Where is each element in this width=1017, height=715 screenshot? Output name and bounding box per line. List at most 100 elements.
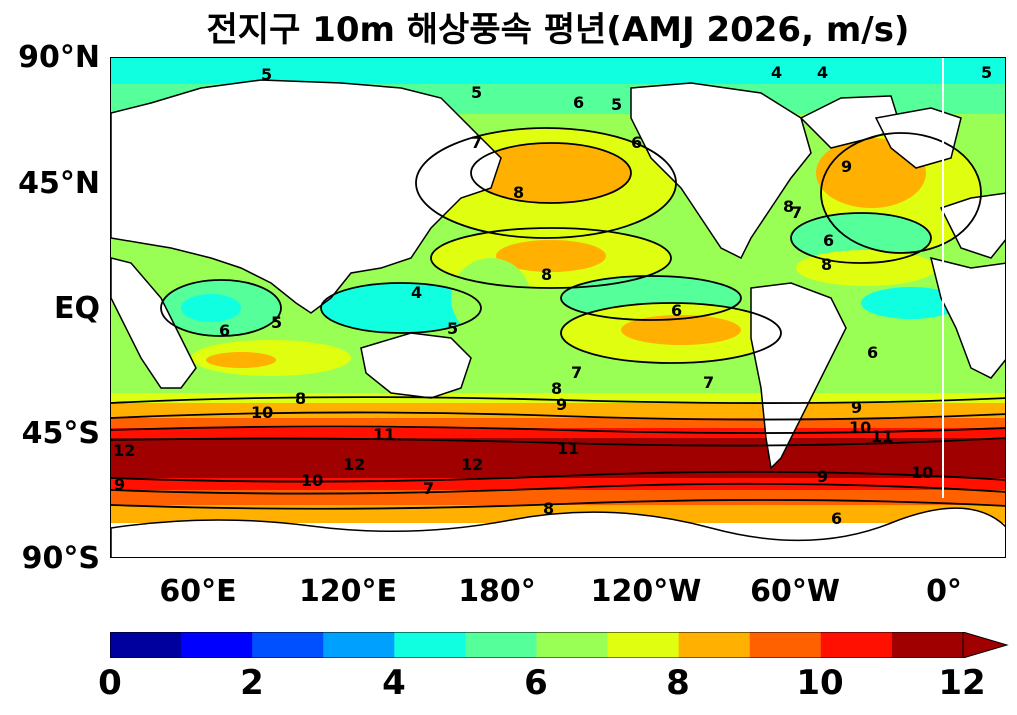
australia	[360, 332, 472, 399]
lon-label-120e: 120°E	[298, 574, 398, 609]
contour-itcz-6	[560, 275, 742, 321]
contour-label: 5	[471, 83, 482, 102]
contour-label: 4	[411, 283, 422, 302]
contour-label: 6	[219, 321, 230, 340]
map-title: 전지구 10m 해상풍속 평년(AMJ 2026, m/s)	[206, 10, 910, 50]
natl-trade-8	[796, 250, 936, 286]
contour-label: 6	[831, 509, 842, 528]
contour-so-11b	[111, 470, 1005, 483]
colorbar-tick-8: 8	[666, 663, 690, 703]
natl-zone-9	[816, 138, 926, 208]
contour-label: 5	[611, 95, 622, 114]
spac-west	[451, 258, 531, 338]
contour-label: 5	[271, 313, 282, 332]
contour-label: 11	[871, 427, 893, 446]
lat-label-45s: 45°S	[21, 416, 100, 451]
contour-label: 9	[114, 475, 125, 494]
colorbar-segment	[110, 632, 182, 658]
continents	[111, 79, 1005, 470]
colorbar-segment	[607, 632, 680, 658]
colorbar-segment	[394, 632, 466, 658]
wpac-warmpool-4	[321, 283, 481, 333]
contour-label: 10	[301, 471, 323, 490]
colorbar-segment	[465, 632, 537, 658]
contour-label: 8	[821, 255, 832, 274]
map-svg: 5 5 4 4 5 6 5 6 7 8 8 8 9 6 7 8 6 5 4 5 …	[111, 58, 1005, 557]
africa	[111, 257, 197, 389]
colorbar-tick-4: 4	[382, 663, 406, 703]
contour-label: 7	[423, 479, 434, 498]
contour-label: 10	[251, 403, 273, 422]
south-america	[750, 282, 847, 470]
lon-label-180: 180°	[458, 574, 536, 609]
contour-label: 5	[447, 319, 458, 338]
contour-natl-8	[820, 132, 982, 254]
contour-label-group: 5 5 4 4 5 6 5 6 7 8 8 8 9 6 7 8 6 5 4 5 …	[113, 63, 992, 528]
contour-so-10	[111, 425, 1005, 434]
colorbar-segment	[536, 632, 609, 658]
contour-so-8	[111, 396, 1005, 404]
lat-label-45n: 45°N	[18, 166, 100, 201]
colorbar-tick-12: 12	[938, 663, 986, 703]
contour-label: 10	[911, 463, 933, 482]
contour-label: 7	[791, 203, 802, 222]
antarctica-coast	[111, 507, 1005, 557]
wind-speed-map: 5 5 4 4 5 6 5 6 7 8 8 8 9 6 7 8 6 5 4 5 …	[110, 57, 1006, 558]
colorbar-segment	[820, 632, 893, 658]
contour-warmpool-4	[320, 282, 482, 334]
contour-label: 11	[373, 425, 395, 444]
contour-label: 12	[343, 455, 365, 474]
contour-label: 9	[841, 157, 852, 176]
contour-natl-6	[790, 212, 932, 264]
contour-label: 6	[867, 343, 878, 362]
greenland	[874, 107, 962, 169]
contour-label: 6	[671, 301, 682, 320]
contour-label: 7	[471, 133, 482, 152]
colorbar-segment	[181, 632, 253, 658]
contour-label: 11	[557, 439, 579, 458]
contour-label: 9	[851, 398, 862, 417]
colorbar-segment	[891, 632, 964, 658]
lon-label-60e: 60°E	[159, 574, 237, 609]
contour-label: 6	[823, 231, 834, 250]
contour-label: 8	[543, 499, 554, 518]
north-america	[630, 82, 812, 260]
colorbar-extend-arrow	[962, 632, 1009, 658]
contour-so-9b	[111, 499, 1005, 510]
contour-npac-8	[415, 127, 677, 239]
contour-label: 4	[771, 63, 782, 82]
contour-so-9	[111, 411, 1005, 421]
contour-label: 4	[817, 63, 828, 82]
contour-strade-8	[560, 302, 782, 364]
arctic-band	[111, 58, 1005, 84]
contour-label: 5	[981, 63, 992, 82]
lat-label-eq: EQ	[54, 291, 100, 326]
contour-label: 6	[573, 93, 584, 112]
contour-label: 5	[261, 65, 272, 84]
contour-label: 8	[513, 183, 524, 202]
eurasia	[111, 79, 502, 314]
lat-label-90n: 90°N	[18, 40, 100, 75]
contour-label: 8	[295, 389, 306, 408]
contour-label: 12	[113, 441, 135, 460]
europe-west	[939, 192, 1005, 259]
indian-eq-4	[181, 294, 241, 322]
contour-label: 7	[571, 363, 582, 382]
contour-label: 8	[551, 379, 562, 398]
contour-label: 6	[631, 133, 642, 152]
contour-label: 8	[541, 265, 552, 284]
contour-label: 9	[817, 467, 828, 486]
colorbar-outline	[110, 632, 964, 658]
contour-label: 10	[849, 418, 871, 437]
colorbar-tick-10: 10	[796, 663, 844, 703]
spac-trade-9	[621, 315, 741, 345]
lon-label-0: 0°	[926, 574, 962, 609]
colorbar-segment	[678, 632, 751, 658]
contour-lines	[111, 127, 1005, 510]
colorbar-tick-2: 2	[240, 663, 264, 703]
colorbar-tick-6: 6	[524, 663, 548, 703]
africa-west	[929, 256, 1005, 379]
natl-zone-6	[791, 213, 931, 263]
colorbar	[110, 632, 1009, 658]
lat-label-90s: 90°S	[21, 541, 100, 576]
